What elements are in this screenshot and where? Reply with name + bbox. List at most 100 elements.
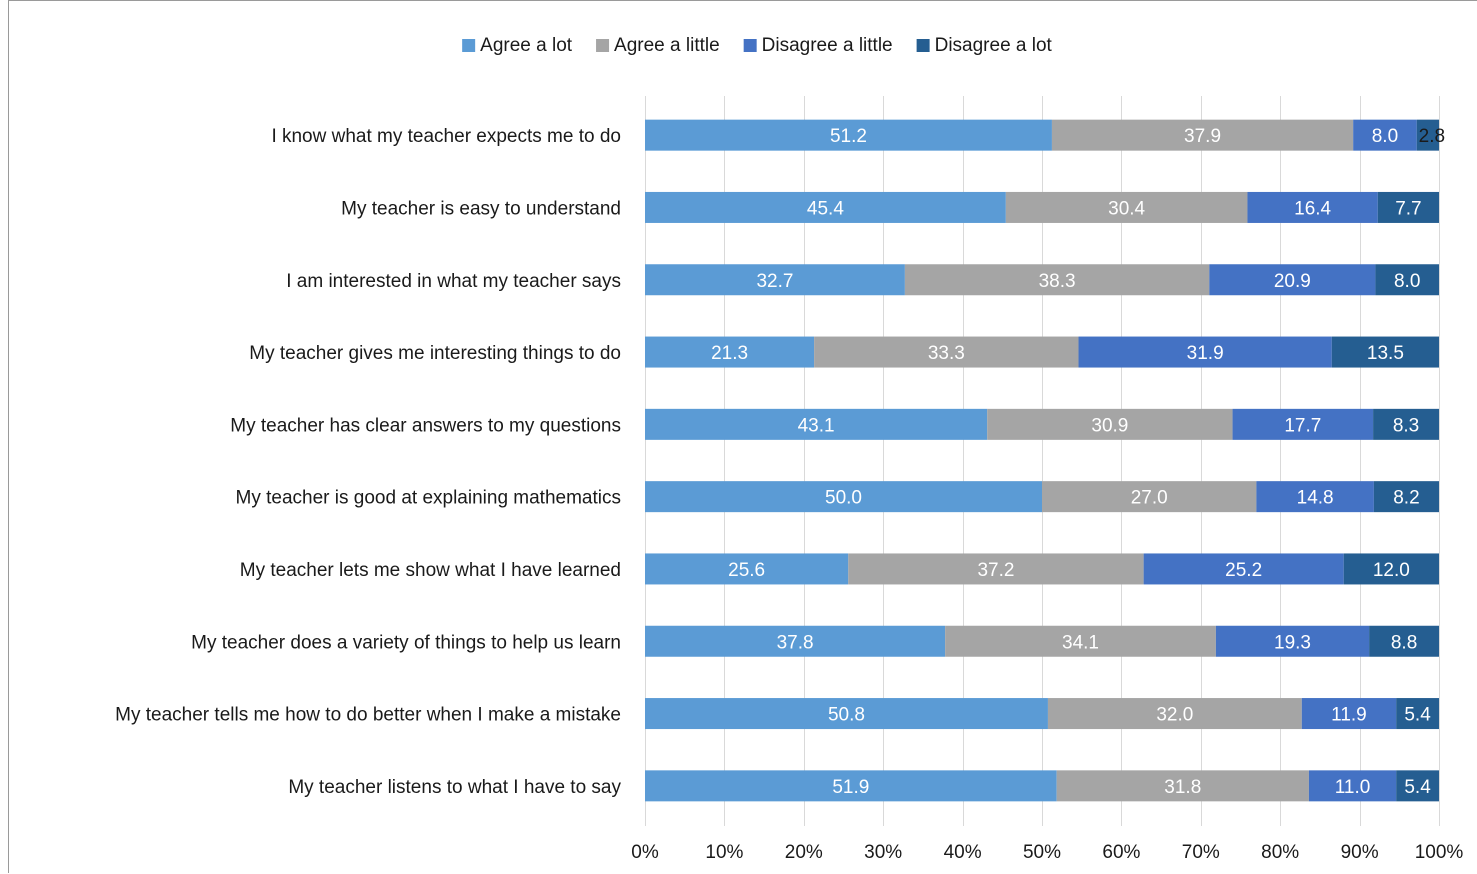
legend-swatch-2 [596, 39, 610, 52]
bar-7-series-2 [848, 553, 1144, 585]
bar-1-series-2 [1051, 119, 1354, 151]
value-label-7-series-2: 37.2 [977, 560, 1014, 581]
x-tick-label-1: 10% [705, 842, 743, 863]
bar-10-series-3 [1308, 770, 1397, 802]
value-label-9-series-2: 32.0 [1156, 705, 1193, 726]
bar-5-series-2 [987, 408, 1233, 440]
value-label-2-series-2: 30.4 [1108, 198, 1145, 219]
category-label-3: I am interested in what my teacher says [286, 271, 621, 292]
bar-3-series-2 [904, 264, 1210, 296]
x-tick-label-5: 50% [1023, 842, 1061, 863]
bar-2-series-3 [1247, 191, 1378, 223]
value-label-9-series-1: 50.8 [828, 705, 865, 726]
value-label-5-series-3: 17.7 [1284, 415, 1321, 436]
bar-9-series-3 [1301, 698, 1397, 730]
category-labels: I know what my teacher expects me to do M… [115, 126, 621, 798]
bar-8-series-2 [945, 625, 1216, 657]
value-label-1-series-4: 2.8 [1419, 126, 1445, 147]
bar-4-series-4 [1331, 336, 1439, 368]
bar-5-series-3 [1232, 408, 1374, 440]
legend-item-3: Disagree a little [743, 35, 893, 56]
category-label-7: My teacher lets me show what I have lear… [240, 560, 621, 581]
value-label-3-series-2: 38.3 [1039, 271, 1076, 292]
bar-3-series-1 [645, 264, 905, 296]
chart-frame: 51.2 37.9 8.0 2.8 45.4 30.4 16.4 7.7 32.7 38.3 20.… [8, 0, 1477, 873]
bar-8-series-3 [1215, 625, 1370, 657]
value-label-5-series-2: 30.9 [1091, 415, 1128, 436]
category-label-8: My teacher does a variety of things to h… [191, 632, 621, 653]
value-label-6-series-4: 8.2 [1393, 488, 1419, 509]
value-label-8-series-4: 8.8 [1391, 632, 1417, 653]
bar-7-series-4 [1343, 553, 1439, 585]
value-label-7-series-3: 25.2 [1225, 560, 1262, 581]
category-label-9: My teacher tells me how to do better whe… [115, 705, 621, 726]
bar-10-series-4 [1396, 770, 1439, 802]
value-label-3-series-4: 8.0 [1394, 271, 1420, 292]
x-axis-tick-labels: 0% 10% 20% 30% 40% 50% 60% 70% 80% 90% 100% [631, 842, 1463, 863]
x-tick-label-0: 0% [631, 842, 659, 863]
bar-3-series-3 [1209, 264, 1376, 296]
value-label-10-series-4: 5.4 [1404, 777, 1431, 798]
value-label-6-series-1: 50.0 [825, 488, 862, 509]
value-label-5-series-1: 43.1 [798, 415, 835, 436]
bar-9-series-1 [645, 698, 1048, 730]
value-label-10-series-3: 11.0 [1335, 777, 1371, 798]
value-label-6-series-3: 14.8 [1297, 488, 1334, 509]
value-label-1-series-2: 37.9 [1184, 126, 1221, 147]
bar-6-series-2 [1042, 481, 1257, 513]
bar-4-series-1 [645, 336, 815, 368]
bar-2-series-4 [1377, 191, 1439, 223]
bar-6-series-1 [645, 481, 1042, 513]
value-label-7-series-1: 25.6 [728, 560, 765, 581]
x-tick-label-9: 90% [1341, 842, 1379, 863]
value-label-5-series-4: 8.3 [1393, 415, 1419, 436]
legend-label-1: Agree a lot [480, 35, 573, 56]
legend-item-4: Disagree a lot [916, 35, 1053, 56]
bar-2-series-2 [1005, 191, 1248, 223]
value-label-4-series-1: 21.3 [711, 343, 748, 364]
bar-1-series-1 [645, 119, 1052, 151]
bar-9-series-4 [1396, 698, 1439, 730]
value-label-1-series-3: 8.0 [1372, 126, 1398, 147]
value-label-4-series-3: 31.9 [1187, 343, 1224, 364]
x-tick-label-6: 60% [1102, 842, 1140, 863]
bar-4-series-3 [1078, 336, 1332, 368]
value-label-2-series-1: 45.4 [807, 198, 844, 219]
value-label-10-series-1: 51.9 [832, 777, 869, 798]
bar-10-series-1 [645, 770, 1057, 802]
x-tick-label-10: 100% [1415, 842, 1464, 863]
bar-5-series-1 [645, 408, 988, 440]
category-label-10: My teacher listens to what I have to say [288, 777, 621, 798]
x-tick-label-7: 70% [1182, 842, 1220, 863]
x-tick-label-3: 30% [864, 842, 902, 863]
value-label-2-series-4: 7.7 [1395, 198, 1421, 219]
legend-label-4: Disagree a lot [935, 35, 1053, 56]
bar-10-series-2 [1056, 770, 1309, 802]
category-label-2: My teacher is easy to understand [341, 198, 621, 219]
stacked-bar-chart: 51.2 37.9 8.0 2.8 45.4 30.4 16.4 7.7 32.7 38.3 20.… [115, 35, 1463, 863]
bar-9-series-2 [1047, 698, 1302, 730]
bar-8-series-4 [1369, 625, 1439, 657]
bar-6-series-4 [1373, 481, 1439, 513]
value-label-7-series-4: 12.0 [1373, 560, 1410, 581]
legend-item-1: Agree a lot [462, 35, 573, 56]
bars [645, 119, 1439, 802]
value-label-8-series-1: 37.8 [777, 632, 814, 653]
bar-1-series-3 [1353, 119, 1417, 151]
legend-swatch-3 [743, 39, 757, 52]
value-label-2-series-3: 16.4 [1294, 198, 1331, 219]
legend: Agree a lot Agree a little Disagree a litt… [462, 35, 1053, 56]
legend-item-2: Agree a little [596, 35, 720, 56]
legend-label-3: Disagree a little [762, 35, 893, 56]
value-label-6-series-2: 27.0 [1131, 488, 1168, 509]
value-label-4-series-4: 13.5 [1367, 343, 1404, 364]
value-label-9-series-4: 5.4 [1404, 705, 1431, 726]
bar-7-series-1 [645, 553, 849, 585]
bar-3-series-4 [1375, 264, 1439, 296]
category-label-1: I know what my teacher expects me to do [271, 126, 621, 147]
value-label-8-series-2: 34.1 [1062, 632, 1099, 653]
value-label-3-series-3: 20.9 [1274, 271, 1311, 292]
bar-2-series-1 [645, 191, 1006, 223]
bar-7-series-3 [1143, 553, 1344, 585]
legend-swatch-1 [462, 39, 476, 52]
